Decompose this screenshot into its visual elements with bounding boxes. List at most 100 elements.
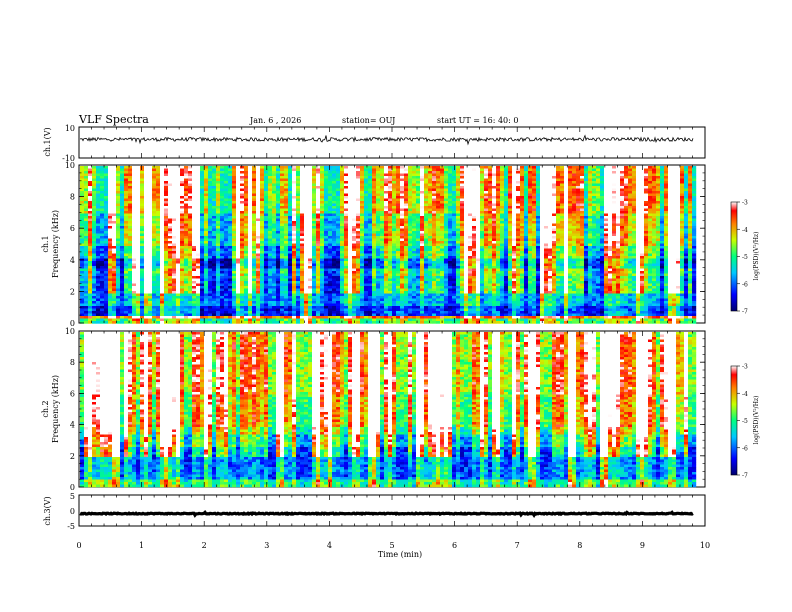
spectrogram-cell xyxy=(112,171,116,174)
spectrogram-cell xyxy=(220,256,224,259)
spectrogram-cell xyxy=(188,176,192,179)
spectrogram-cell xyxy=(112,244,116,247)
spectrogram-cell xyxy=(144,271,148,274)
spectrogram-cell xyxy=(132,204,136,207)
spectrogram-cell xyxy=(140,206,144,209)
spectrogram-cell xyxy=(212,176,216,179)
spectrogram-cell xyxy=(216,259,220,262)
spectrogram-cell xyxy=(180,246,184,249)
spectrogram-cell xyxy=(160,171,164,174)
spectrogram-cell xyxy=(120,279,124,282)
spectrogram-cell xyxy=(112,194,116,197)
spectrogram-cell xyxy=(200,271,204,274)
spectrogram-cell xyxy=(184,171,188,174)
spectrogram-cell xyxy=(128,226,132,229)
spectrogram-cell xyxy=(188,246,192,249)
spectrogram-cell xyxy=(164,321,168,324)
spectrogram-cell xyxy=(92,224,96,227)
spectrogram-cell xyxy=(100,239,104,242)
spectrogram-cell xyxy=(144,179,148,182)
spectrogram-cell xyxy=(196,229,200,232)
spectrogram-cell xyxy=(92,174,96,177)
spectrogram-cell xyxy=(212,299,216,302)
spectrogram-cell xyxy=(164,216,168,219)
spectrogram-cell xyxy=(168,281,172,284)
spectrogram-cell xyxy=(120,254,124,257)
spectrogram-cell xyxy=(116,281,120,284)
spectrogram-cell xyxy=(204,229,208,232)
spectrogram-cell xyxy=(80,256,84,259)
spectrogram-cell xyxy=(188,184,192,187)
spectrogram-cell xyxy=(204,241,208,244)
spectrogram-cell xyxy=(176,239,180,242)
spectrogram-cell xyxy=(104,266,108,269)
spectrogram-cell xyxy=(88,254,92,257)
spectrogram-cell xyxy=(208,256,212,259)
spectrogram-cell xyxy=(140,176,144,179)
spectrogram-cell xyxy=(116,226,120,229)
spectrogram-cell xyxy=(168,214,172,217)
spectrogram-cell xyxy=(128,261,132,264)
spectrogram-cell xyxy=(188,206,192,209)
spectrogram-cell xyxy=(80,186,84,189)
spectrogram-cell xyxy=(164,191,168,194)
spectrogram-cell xyxy=(140,306,144,309)
spectrogram-cell xyxy=(104,231,108,234)
spectrogram-cell xyxy=(192,171,196,174)
spectrogram-cell xyxy=(84,174,88,177)
spectrogram-cell xyxy=(168,181,172,184)
spectrogram-cell xyxy=(128,244,132,247)
spectrogram-cell xyxy=(116,244,120,247)
spectrogram-cell xyxy=(92,234,96,237)
spectrogram-cell xyxy=(180,276,184,279)
spectrogram-cell xyxy=(104,316,108,319)
spectrogram-cell xyxy=(100,196,104,199)
spectrogram-cell xyxy=(88,179,92,182)
spectrogram-cell xyxy=(196,259,200,262)
spectrogram-cell xyxy=(100,216,104,219)
spectrogram-cell xyxy=(204,289,208,292)
spectrogram-cell xyxy=(132,304,136,307)
spectrogram-cell xyxy=(136,281,140,284)
spectrogram-cell xyxy=(112,181,116,184)
spectrogram-cell xyxy=(144,169,148,172)
spectrogram-cell xyxy=(152,306,156,309)
spectrogram-cell xyxy=(160,291,164,294)
spectrogram-cell xyxy=(148,236,152,239)
spectrogram-cell xyxy=(92,284,96,287)
spectrogram-cell xyxy=(180,226,184,229)
spectrogram-cell xyxy=(184,249,188,252)
spectrogram-cell xyxy=(164,279,168,282)
spectrogram-cell xyxy=(172,264,176,267)
spectrogram-cell xyxy=(172,259,176,262)
spectrogram-cell xyxy=(112,174,116,177)
spectrogram-cell xyxy=(144,176,148,179)
spectrogram-cell xyxy=(100,219,104,222)
spectrogram-cell xyxy=(132,264,136,267)
spectrogram-cell xyxy=(128,201,132,204)
spectrogram-cell xyxy=(132,216,136,219)
spectrogram-cell xyxy=(164,264,168,267)
spectrogram-cell xyxy=(208,286,212,289)
spectrogram-cell xyxy=(148,304,152,307)
spectrogram-cell xyxy=(140,296,144,299)
spectrogram-cell xyxy=(196,226,200,229)
spectrogram-cell xyxy=(212,274,216,277)
spectrogram-cell xyxy=(92,251,96,254)
spectrogram-cell xyxy=(96,206,100,209)
spectrogram-cell xyxy=(108,214,112,217)
spectrogram-cell xyxy=(112,169,116,172)
spectrogram-cell xyxy=(188,296,192,299)
spectrogram-cell xyxy=(96,181,100,184)
spectrogram-cell xyxy=(152,206,156,209)
spectrogram-cell xyxy=(196,191,200,194)
spectrogram-cell xyxy=(212,174,216,177)
spectrogram-cell xyxy=(196,301,200,304)
spectrogram-cell xyxy=(176,264,180,267)
spectrogram-cell xyxy=(208,236,212,239)
spectrogram-cell xyxy=(224,181,228,184)
spectrogram-cell xyxy=(220,286,224,289)
spectrogram-cell xyxy=(132,191,136,194)
spectrogram-cell xyxy=(216,231,220,234)
spectrogram-cell xyxy=(88,281,92,284)
